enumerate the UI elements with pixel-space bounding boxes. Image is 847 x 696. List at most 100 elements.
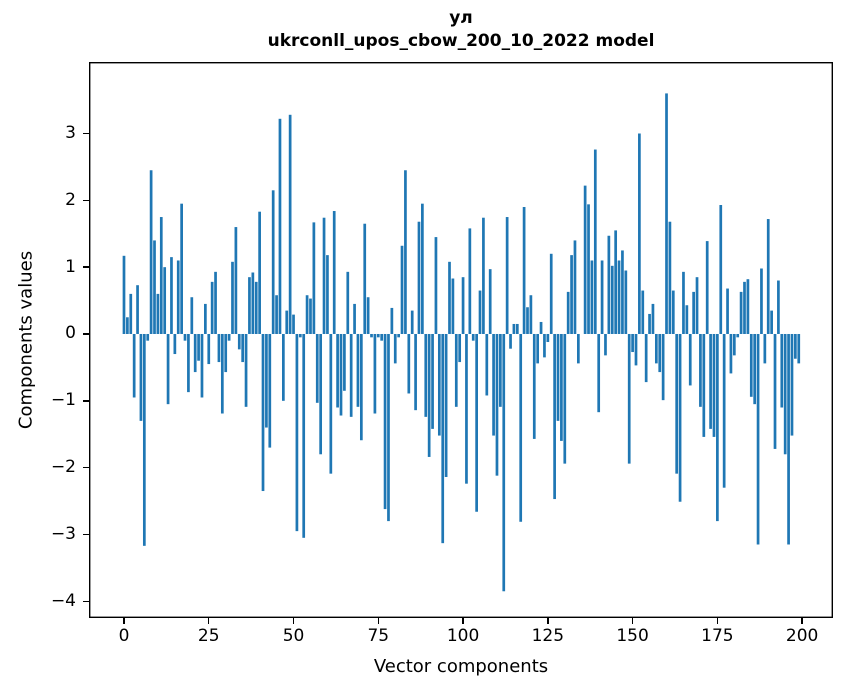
bar-component-94 [441,333,445,544]
y-tick-label-−4: −4 [50,590,76,611]
bar-component-111 [499,333,502,407]
bar-component-144 [610,265,614,334]
bar-component-108 [488,269,492,334]
bar-component-114 [509,333,512,349]
bar-component-20 [190,297,194,334]
bar-component-128 [556,333,560,421]
bar-component-96 [448,261,451,334]
bar-component-137 [587,204,590,334]
bar-component-2 [129,293,133,334]
bar-component-123 [539,321,543,334]
bar-component-30 [224,333,228,373]
bar-component-47 [282,333,285,401]
y-tick-mark-−3 [83,533,89,536]
bar-component-54 [305,295,309,334]
bar-component-0 [122,255,126,334]
bar-component-119 [526,307,529,334]
bar-component-130 [563,333,567,464]
x-tick-mark-200 [801,618,803,624]
bar-component-133 [573,240,577,334]
bar-component-101 [465,333,468,484]
x-tick-mark-125 [547,618,549,624]
bar-component-58 [319,333,323,455]
bar-component-106 [482,217,485,334]
y-tick-label-−1: −1 [50,390,76,411]
bar-component-174 [712,333,716,437]
bar-component-179 [729,333,733,374]
bar-component-194 [780,333,784,408]
bar-component-74 [373,333,377,414]
bar-component-49 [288,114,292,334]
bar-component-129 [560,333,563,441]
bar-component-104 [475,333,478,512]
bar-component-178 [726,288,729,334]
bar-component-33 [234,227,238,334]
bar-component-184 [746,279,750,334]
bar-component-142 [604,333,607,356]
bar-component-150 [631,333,634,353]
bar-component-13 [166,333,170,405]
x-tick-label-150: 150 [616,626,649,646]
bar-component-195 [783,333,787,455]
bar-component-156 [651,303,655,334]
bar-component-15 [173,333,177,355]
bar-component-127 [553,333,556,500]
bar-component-48 [285,310,289,334]
bar-component-149 [627,333,631,464]
bar-component-95 [444,333,448,477]
bar-component-159 [661,333,665,401]
bar-component-8 [149,170,153,334]
bar-component-115 [512,323,516,334]
bar-component-102 [468,228,472,334]
bar-component-36 [244,333,248,407]
bar-component-62 [332,211,336,334]
bar-component-69 [356,333,360,407]
bar-component-4 [136,285,139,334]
bar-component-84 [407,333,411,394]
y-tick-mark-1 [83,266,89,268]
bar-component-56 [312,222,316,334]
bar-component-71 [363,223,367,334]
bar-component-147 [621,250,624,334]
bar-component-99 [458,333,462,363]
y-tick-label-0: 0 [65,323,76,344]
bar-component-70 [359,333,363,441]
bar-component-145 [614,230,618,334]
bar-component-143 [607,235,611,334]
bar-component-176 [719,205,723,334]
bar-component-136 [583,185,587,334]
x-tick-label-175: 175 [701,626,734,646]
bar-component-98 [454,333,458,407]
bar-component-77 [383,333,387,510]
x-tick-label-25: 25 [197,626,220,646]
x-tick-mark-50 [292,618,295,624]
bar-component-16 [176,260,180,334]
bar-component-46 [278,118,282,334]
bar-component-51 [295,333,299,532]
chart-title-model: ukrconll_upos_cbow_200_10_2022 model [267,31,655,51]
bar-component-141 [600,260,604,334]
bar-component-105 [478,290,482,334]
bar-component-125 [546,333,550,343]
bar-component-91 [431,333,434,429]
bar-component-181 [736,333,740,338]
bar-component-29 [220,333,224,414]
bar-component-93 [437,333,441,436]
bar-component-34 [237,333,241,350]
bar-component-21 [193,333,197,373]
bar-component-103 [471,333,475,341]
bar-component-134 [577,333,580,364]
bar-component-89 [424,333,428,417]
x-tick-mark-75 [377,618,379,624]
bar-component-116 [515,323,519,334]
y-tick-label-−2: −2 [50,457,76,478]
x-tick-label-50: 50 [282,626,305,646]
y-axis-label: Components values [15,250,37,430]
bar-component-60 [326,255,329,334]
bar-component-188 [760,268,763,334]
bar-component-22 [197,333,200,361]
bar-component-31 [227,333,231,341]
bar-component-43 [268,333,272,448]
bar-component-113 [505,217,509,334]
bar-component-190 [766,219,770,334]
